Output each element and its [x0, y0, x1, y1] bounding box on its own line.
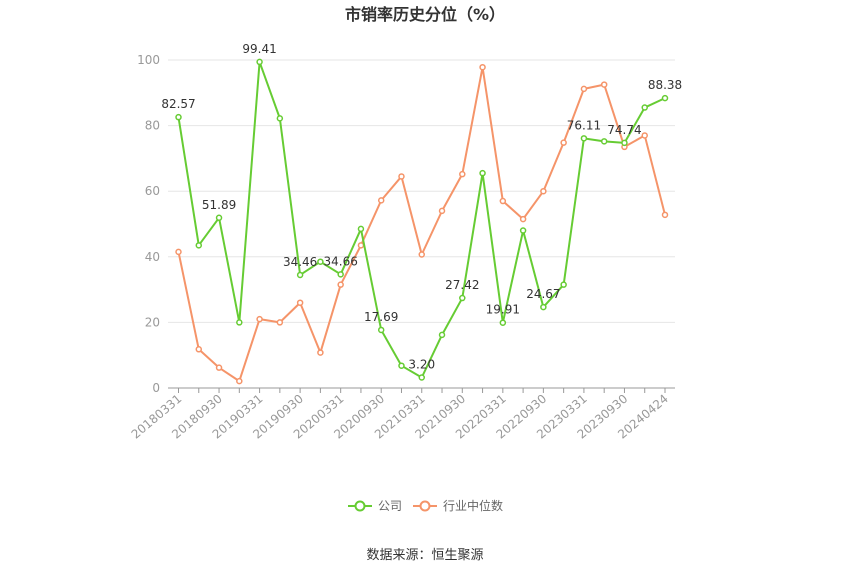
- data-label: 99.41: [242, 42, 276, 56]
- data-point[interactable]: [499, 319, 507, 326]
- data-label: 24.67: [526, 287, 560, 301]
- data-point[interactable]: [621, 139, 628, 147]
- y-axis: 0 20 40 60 80 100: [137, 53, 160, 395]
- data-label: 19.91: [486, 303, 520, 317]
- series-line-industry: [177, 66, 666, 383]
- data-point[interactable]: [418, 374, 425, 381]
- data-point[interactable]: [236, 319, 243, 326]
- data-point[interactable]: [256, 58, 263, 66]
- legend-marker-industry: [419, 500, 431, 512]
- data-point[interactable]: [459, 294, 466, 302]
- legend[interactable]: 公司 行业中位数: [348, 498, 503, 513]
- data-point[interactable]: [479, 169, 486, 177]
- data-label: 3.20: [408, 358, 435, 372]
- data-point[interactable]: [560, 281, 567, 288]
- data-point[interactable]: [459, 170, 466, 178]
- series-group: [175, 58, 669, 385]
- legend-item-company[interactable]: 公司: [348, 499, 402, 513]
- data-point[interactable]: [215, 214, 223, 222]
- data-point[interactable]: [317, 349, 324, 356]
- x-axis: 2018033120180930201903312019093020200331…: [129, 387, 675, 442]
- y-tick-label: 40: [145, 250, 160, 264]
- data-label: 74.74: [607, 123, 641, 137]
- data-point[interactable]: [175, 248, 182, 256]
- data-point[interactable]: [519, 227, 527, 234]
- data-point[interactable]: [661, 94, 669, 102]
- data-point[interactable]: [357, 242, 365, 249]
- data-point[interactable]: [438, 207, 446, 215]
- data-label: 27.42: [445, 278, 479, 292]
- data-point[interactable]: [499, 197, 507, 205]
- y-tick-label: 0: [152, 381, 160, 395]
- data-point[interactable]: [337, 271, 344, 278]
- y-tick-label: 60: [145, 184, 160, 198]
- data-point[interactable]: [296, 299, 304, 306]
- data-point[interactable]: [600, 138, 608, 145]
- data-point[interactable]: [560, 139, 567, 146]
- data-point[interactable]: [418, 251, 425, 258]
- y-tick-label: 80: [145, 119, 160, 133]
- data-label: 17.69: [364, 310, 398, 324]
- data-point[interactable]: [317, 258, 324, 265]
- data-point[interactable]: [580, 135, 588, 142]
- data-point[interactable]: [357, 225, 365, 233]
- data-point[interactable]: [600, 81, 608, 88]
- data-point[interactable]: [236, 377, 243, 385]
- data-point[interactable]: [195, 346, 203, 353]
- data-source: 数据来源：恒生聚源: [366, 548, 483, 563]
- data-point[interactable]: [398, 362, 405, 369]
- data-label: 82.57: [161, 97, 195, 111]
- data-point[interactable]: [540, 303, 547, 311]
- data-point[interactable]: [540, 187, 547, 195]
- data-point[interactable]: [276, 115, 284, 122]
- data-label: 51.89: [202, 198, 236, 212]
- chart-title: 市销率历史分位（%）: [345, 5, 505, 24]
- y-tick-label: 100: [137, 53, 160, 67]
- data-point[interactable]: [661, 211, 669, 219]
- data-point[interactable]: [438, 331, 446, 339]
- legend-item-industry[interactable]: 行业中位数: [413, 498, 503, 513]
- data-point[interactable]: [641, 132, 648, 139]
- data-label: 34.66: [323, 254, 357, 268]
- data-labels: 82.57 51.89 99.41 34.46 34.66 17.69 3.20 27.42 1…: [161, 42, 682, 372]
- data-point[interactable]: [337, 281, 344, 288]
- data-point[interactable]: [256, 315, 263, 323]
- data-point[interactable]: [398, 173, 405, 180]
- data-point[interactable]: [195, 242, 203, 249]
- y-tick-label: 20: [145, 315, 160, 329]
- data-point[interactable]: [296, 271, 304, 279]
- data-point[interactable]: [276, 319, 284, 326]
- series-line-company: [177, 60, 666, 379]
- data-point[interactable]: [377, 326, 385, 334]
- data-point[interactable]: [377, 197, 385, 204]
- data-point[interactable]: [175, 113, 182, 121]
- data-point[interactable]: [479, 63, 486, 71]
- data-point[interactable]: [641, 104, 648, 111]
- legend-label-company: 公司: [378, 499, 402, 513]
- data-label: 76.11: [567, 118, 601, 132]
- data-label: 88.38: [648, 78, 682, 92]
- data-point[interactable]: [519, 215, 527, 223]
- legend-marker-company: [354, 500, 366, 512]
- data-label: 34.46: [283, 255, 317, 269]
- legend-label-industry: 行业中位数: [443, 498, 503, 513]
- data-point[interactable]: [580, 85, 588, 93]
- data-point[interactable]: [215, 364, 223, 371]
- grid-lines: [168, 59, 675, 323]
